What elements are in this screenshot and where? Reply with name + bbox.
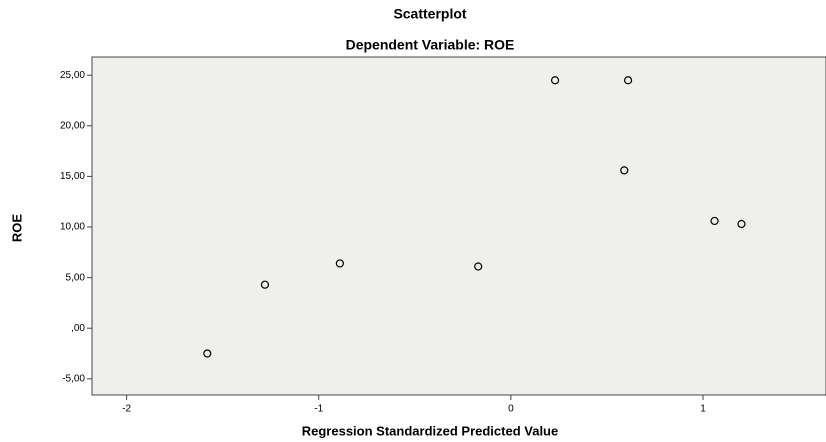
x-tick-label: -2 bbox=[122, 404, 131, 415]
chart: Scatterplot Dependent Variable: ROE Regr… bbox=[0, 0, 826, 442]
chart-title: Scatterplot bbox=[393, 6, 466, 22]
y-tick-label: 15,00 bbox=[60, 171, 85, 182]
y-tick-label: 20,00 bbox=[60, 120, 85, 131]
x-tick-label: -1 bbox=[314, 404, 323, 415]
y-tick-label: 10,00 bbox=[60, 222, 85, 233]
y-axis-label: ROE bbox=[9, 214, 24, 243]
y-tick-label: -5,00 bbox=[62, 373, 85, 384]
x-tick-label: 1 bbox=[700, 404, 706, 415]
y-tick-label: 25,00 bbox=[60, 70, 85, 81]
plot-area bbox=[92, 57, 826, 395]
y-tick-label: 5,00 bbox=[66, 272, 86, 283]
chart-subtitle: Dependent Variable: ROE bbox=[346, 37, 515, 53]
y-tick-label: ,00 bbox=[71, 323, 85, 334]
x-tick-label: 0 bbox=[508, 404, 514, 415]
x-axis-label: Regression Standardized Predicted Value bbox=[302, 423, 558, 438]
